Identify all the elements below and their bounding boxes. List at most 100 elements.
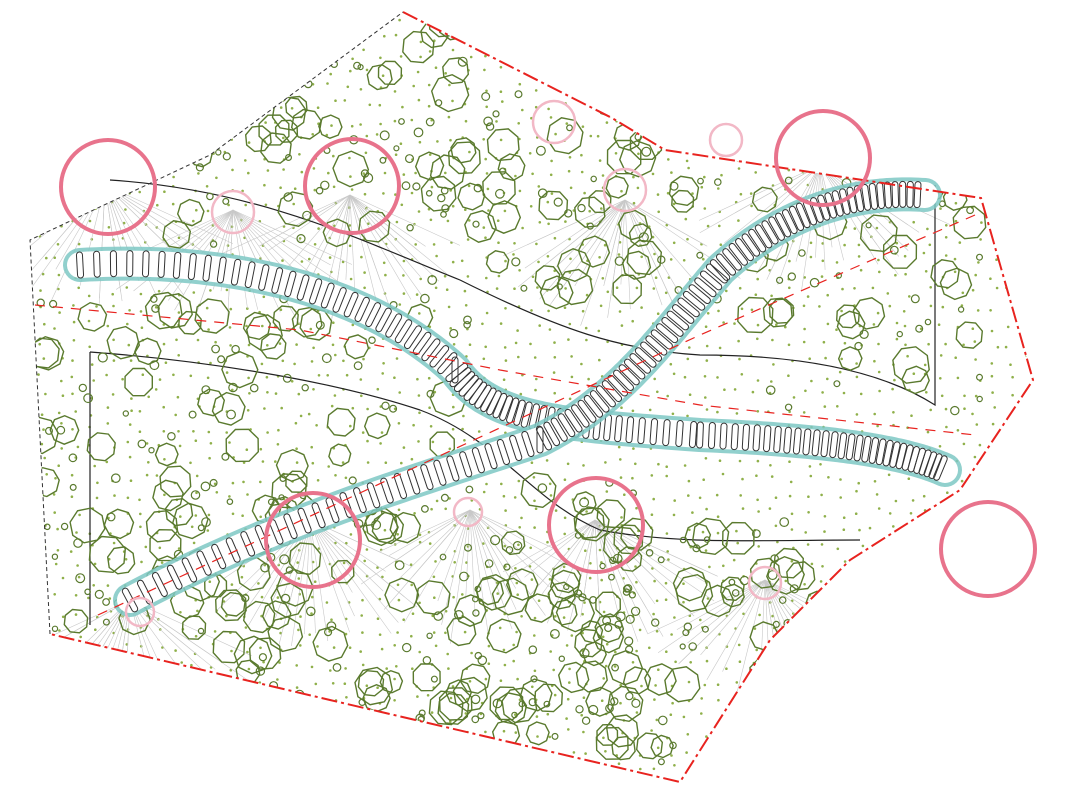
grass-dot	[207, 328, 210, 331]
grass-dot	[385, 732, 389, 735]
grass-dot	[514, 341, 518, 345]
grass-dot	[1027, 392, 1031, 395]
shrub	[283, 192, 293, 202]
grass-dot	[312, 388, 315, 391]
grass-dot	[516, 593, 519, 596]
grass-dot	[732, 558, 736, 562]
sightline	[624, 199, 708, 247]
grass-dot	[843, 22, 847, 26]
grass-dot	[469, 55, 473, 59]
boardwalk-plank	[225, 537, 241, 563]
tree-canopy	[225, 428, 260, 463]
grass-dot	[640, 306, 643, 309]
grass-dot	[209, 289, 212, 292]
grass-dot	[820, 543, 824, 546]
boardwalk-plank	[792, 427, 802, 455]
grass-dot	[401, 105, 404, 109]
grass-dot	[547, 309, 550, 313]
sightline	[469, 509, 495, 608]
shrub	[148, 447, 155, 454]
grass-dot	[939, 156, 943, 160]
grass-dot	[193, 702, 196, 705]
grass-dot	[56, 527, 59, 531]
grass-dot	[924, 270, 928, 273]
grass-dot	[649, 100, 652, 104]
grass-dot	[776, 15, 780, 19]
grass-dot	[342, 561, 346, 565]
tree-canopy	[213, 29, 251, 66]
grass-dot	[92, 584, 95, 587]
grass-dot	[597, 329, 601, 333]
grass-dot	[58, 124, 61, 128]
shrub	[326, 621, 337, 632]
shrub	[657, 556, 665, 564]
grass-dot	[976, 309, 980, 312]
grass-dot	[79, 635, 82, 639]
grass-dot	[598, 255, 601, 259]
tree-canopy	[650, 734, 674, 759]
sightline	[469, 509, 513, 630]
grass-dot	[513, 287, 516, 291]
viewpoint-ring-small	[747, 565, 783, 601]
grass-dot	[60, 771, 64, 775]
tree-canopy	[438, 687, 473, 721]
grass-dot	[806, 295, 810, 298]
grass-dot	[265, 715, 269, 719]
tree-canopy	[162, 220, 192, 249]
grass-dot	[809, 732, 813, 735]
grass-dot	[839, 496, 842, 499]
grass-dot	[106, 406, 110, 409]
grass-dot	[515, 630, 518, 634]
grass-dot	[909, 512, 913, 515]
shrub	[285, 566, 294, 574]
grass-dot	[22, 409, 25, 412]
grass-dot	[549, 173, 553, 177]
grass-dot	[486, 187, 490, 191]
shrub	[471, 715, 480, 724]
shrub	[609, 556, 617, 565]
boardwalk-plank	[486, 390, 502, 416]
tree-canopy	[267, 616, 304, 653]
shrub	[472, 609, 480, 617]
grass-dot	[704, 122, 708, 125]
grass-dot	[230, 649, 233, 653]
grass-dot	[840, 40, 844, 43]
grass-dot	[53, 155, 56, 159]
grass-dot	[195, 491, 198, 495]
grass-dot	[1005, 84, 1009, 88]
shrub	[473, 183, 483, 193]
grass-dot	[757, 510, 760, 513]
grass-dot	[1028, 123, 1032, 127]
grass-dot	[359, 378, 363, 381]
grass-dot	[665, 223, 669, 227]
grass-dot	[160, 561, 164, 564]
grass-dot	[1027, 677, 1031, 681]
shrub	[433, 611, 443, 621]
grass-dot	[531, 275, 535, 279]
grass-dot	[345, 373, 349, 377]
grass-dot	[911, 66, 914, 69]
shrub	[283, 12, 294, 19]
grass-dot	[57, 167, 60, 170]
grass-dot	[1011, 544, 1015, 547]
grass-dot	[444, 72, 448, 75]
grass-dot	[838, 633, 841, 637]
grass-dot	[908, 295, 911, 298]
grass-dot	[411, 763, 414, 766]
grass-dot	[158, 716, 161, 719]
shrub	[373, 4, 378, 9]
shrub	[775, 276, 784, 284]
boardwalk-plank	[471, 447, 485, 474]
grass-dot	[394, 153, 398, 156]
grass-dot	[961, 728, 965, 732]
grass-dot	[963, 156, 966, 160]
grass-dot	[821, 391, 824, 394]
grass-dot	[789, 480, 793, 484]
grass-dot	[23, 626, 26, 629]
grass-dot	[737, 750, 741, 754]
tree-canopy	[159, 465, 192, 498]
grass-dot	[241, 82, 245, 86]
grass-dot	[445, 288, 449, 292]
grass-dot	[653, 252, 656, 256]
grass-dot	[411, 667, 414, 670]
